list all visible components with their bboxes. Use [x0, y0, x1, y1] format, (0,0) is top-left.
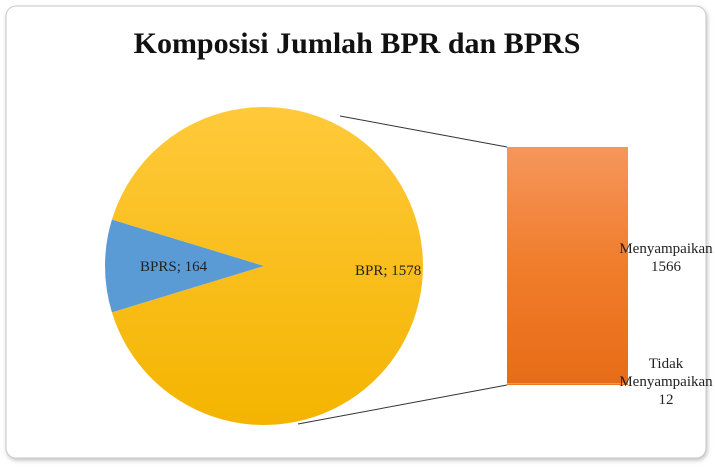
connector [297, 384, 508, 425]
data-label: BPR; 1578 [355, 263, 422, 279]
bar-label: Tidak Menyampaikan 12 [606, 355, 715, 409]
bar-label: Menyampaikan 1566 [606, 240, 715, 276]
value-label: 12 [658, 392, 674, 408]
pie-slice [105, 219, 265, 313]
data-label: BPRS; 164 [140, 259, 208, 275]
bar-segment [507, 383, 628, 385]
bar-segment [507, 147, 628, 384]
pie-slice [111, 106, 423, 426]
category-label: Tidak Menyampaikan [619, 356, 713, 390]
category-label: Menyampaikan [619, 241, 713, 257]
chart-title: Komposisi Jumlah BPR dan BPRS [134, 27, 581, 60]
value-label: 1566 [651, 259, 681, 275]
connector [339, 115, 508, 148]
